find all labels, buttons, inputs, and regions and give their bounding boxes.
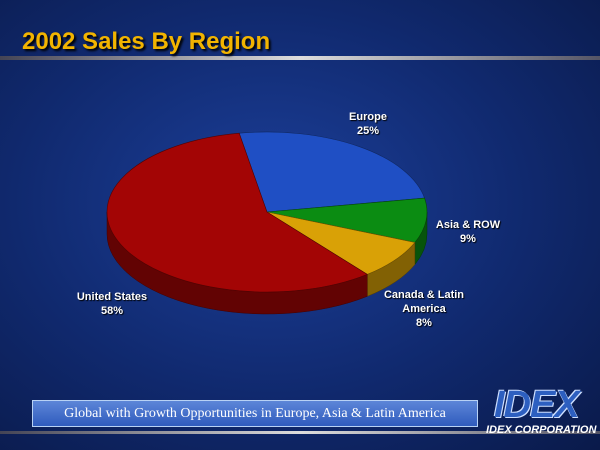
chart-title: 2002 Sales By Region xyxy=(22,28,271,55)
logo-name: IDEX CORPORATION xyxy=(486,424,597,436)
label-name: United States xyxy=(76,291,148,303)
slice-label: Asia & ROW 9% xyxy=(426,218,510,246)
label-name: Asia & ROW xyxy=(435,219,501,231)
banner: Global with Growth Opportunities in Euro… xyxy=(32,400,478,427)
pie xyxy=(106,131,428,315)
footer-rule xyxy=(0,431,600,434)
slice xyxy=(106,132,368,293)
title-rule xyxy=(0,56,600,60)
slice-label: United States 58% xyxy=(66,290,158,318)
label-name: Canada & Latin America xyxy=(383,289,465,315)
label-value: 9% xyxy=(460,233,476,245)
logo-mark: IDEX xyxy=(494,384,580,426)
label-value: 8% xyxy=(416,317,432,329)
slice xyxy=(266,197,428,243)
label-value: 58% xyxy=(100,305,124,317)
label-value: 25% xyxy=(356,125,380,137)
slice-label: Canada & Latin America 8% xyxy=(380,288,468,330)
label-name: Europe xyxy=(349,111,387,123)
slice xyxy=(238,131,425,213)
slice-label: Europe 25% xyxy=(330,110,406,138)
